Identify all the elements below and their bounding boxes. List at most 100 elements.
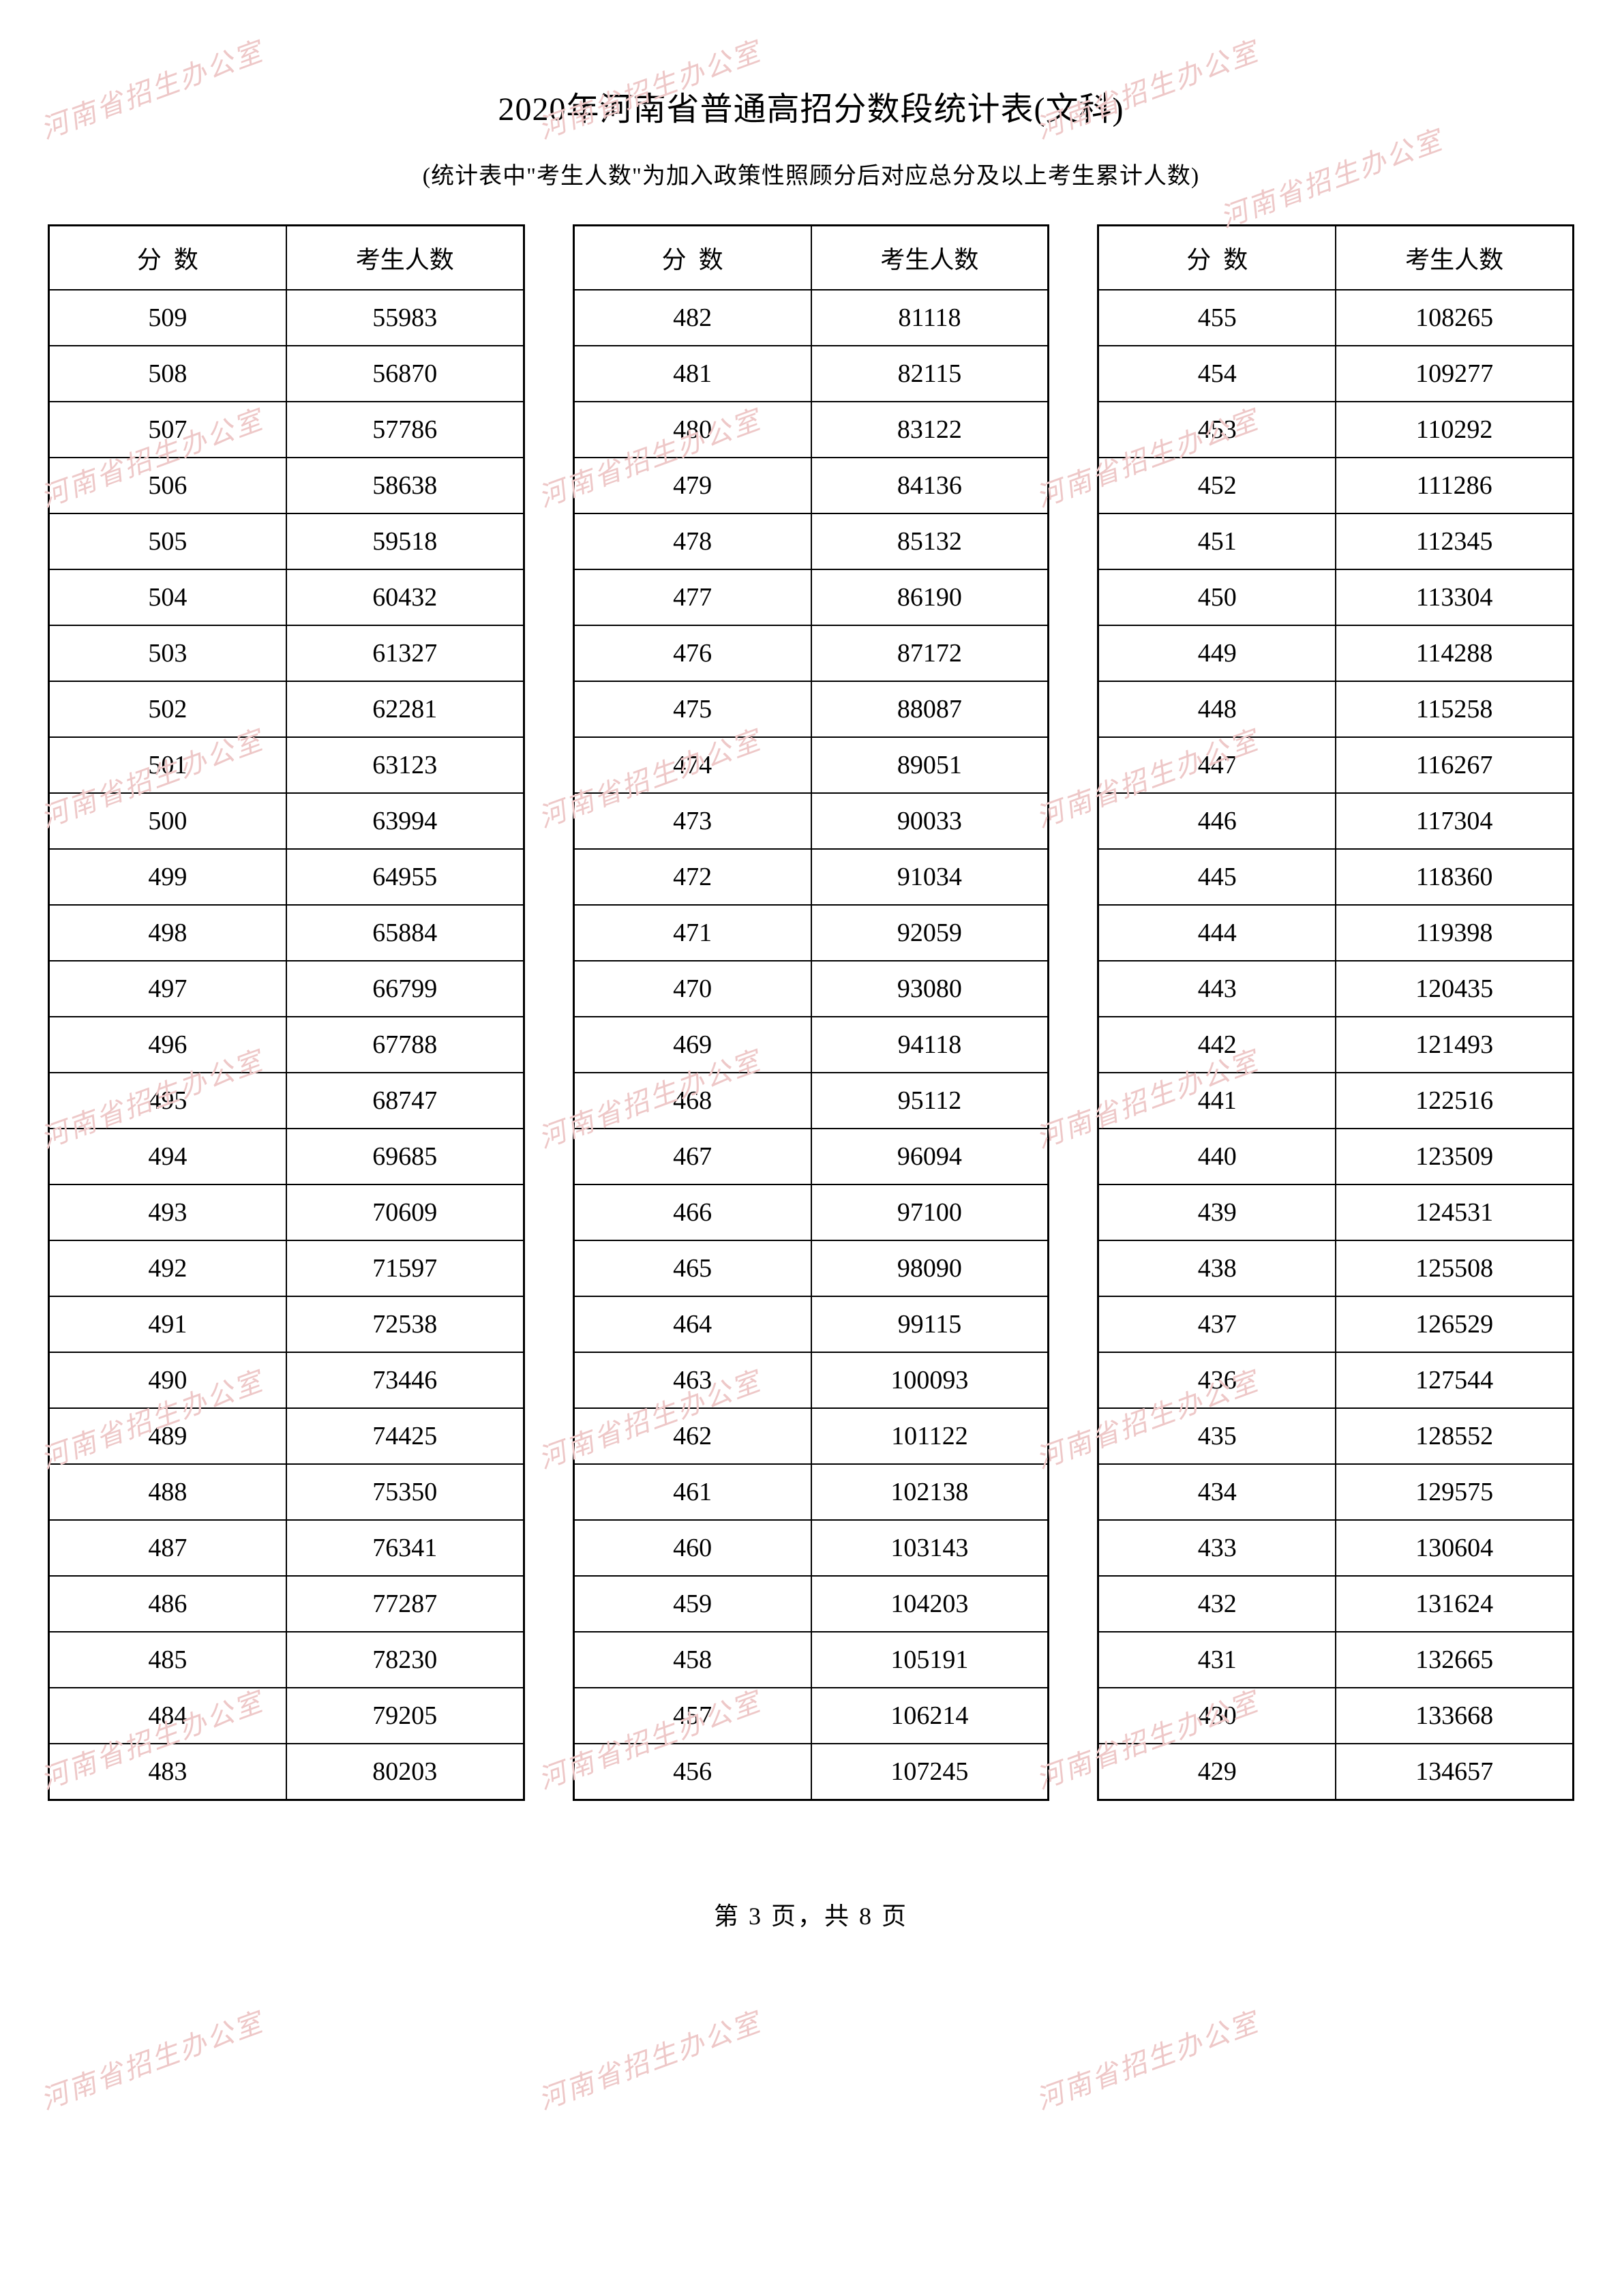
table-row: 48281118: [573, 290, 1049, 346]
table-row: 439124531: [1098, 1184, 1574, 1240]
count-cell: 63994: [286, 793, 524, 849]
score-cell: 445: [1098, 849, 1336, 905]
table-row: 453110292: [1098, 402, 1574, 458]
count-header: 考生人数: [1336, 226, 1573, 290]
table-header-row: 分数 考生人数: [49, 226, 524, 290]
table-row: 50163123: [49, 737, 524, 793]
score-cell: 477: [573, 569, 811, 625]
table-row: 47984136: [573, 458, 1049, 513]
score-cell: 505: [49, 513, 286, 569]
table-row: 437126529: [1098, 1296, 1574, 1352]
table-row: 47786190: [573, 569, 1049, 625]
table-row: 461102138: [573, 1464, 1049, 1520]
count-cell: 118360: [1336, 849, 1573, 905]
count-cell: 81118: [811, 290, 1049, 346]
table-row: 460103143: [573, 1520, 1049, 1576]
count-cell: 64955: [286, 849, 524, 905]
table-row: 47093080: [573, 961, 1049, 1017]
count-cell: 104203: [811, 1576, 1049, 1632]
score-cell: 471: [573, 905, 811, 961]
score-cell: 430: [1098, 1688, 1336, 1744]
table-row: 50658638: [49, 458, 524, 513]
table-row: 434129575: [1098, 1464, 1574, 1520]
count-cell: 61327: [286, 625, 524, 681]
score-cell: 449: [1098, 625, 1336, 681]
count-cell: 120435: [1336, 961, 1573, 1017]
score-cell: 470: [573, 961, 811, 1017]
score-table-2: 分数 考生人数 48281118481821154808312247984136…: [573, 224, 1050, 1801]
count-cell: 75350: [286, 1464, 524, 1520]
table-row: 433130604: [1098, 1520, 1574, 1576]
score-cell: 473: [573, 793, 811, 849]
table-row: 47687172: [573, 625, 1049, 681]
table-row: 451112345: [1098, 513, 1574, 569]
count-cell: 99115: [811, 1296, 1049, 1352]
score-cell: 474: [573, 737, 811, 793]
table-row: 46895112: [573, 1073, 1049, 1129]
score-cell: 440: [1098, 1129, 1336, 1184]
count-cell: 115258: [1336, 681, 1573, 737]
score-cell: 444: [1098, 905, 1336, 961]
table-row: 430133668: [1098, 1688, 1574, 1744]
table-row: 48380203: [49, 1744, 524, 1800]
table-row: 48083122: [573, 402, 1049, 458]
score-cell: 490: [49, 1352, 286, 1408]
count-cell: 68747: [286, 1073, 524, 1129]
count-cell: 82115: [811, 346, 1049, 402]
table-row: 46994118: [573, 1017, 1049, 1073]
score-cell: 509: [49, 290, 286, 346]
table-row: 438125508: [1098, 1240, 1574, 1296]
table-row: 457106214: [573, 1688, 1049, 1744]
score-cell: 504: [49, 569, 286, 625]
count-cell: 80203: [286, 1744, 524, 1800]
score-cell: 433: [1098, 1520, 1336, 1576]
count-cell: 110292: [1336, 402, 1573, 458]
count-cell: 87172: [811, 625, 1049, 681]
score-cell: 492: [49, 1240, 286, 1296]
table-row: 450113304: [1098, 569, 1574, 625]
count-cell: 79205: [286, 1688, 524, 1744]
count-cell: 123509: [1336, 1129, 1573, 1184]
count-cell: 126529: [1336, 1296, 1573, 1352]
count-cell: 74425: [286, 1408, 524, 1464]
count-cell: 130604: [1336, 1520, 1573, 1576]
count-cell: 128552: [1336, 1408, 1573, 1464]
table-row: 458105191: [573, 1632, 1049, 1688]
score-cell: 485: [49, 1632, 286, 1688]
score-cell: 435: [1098, 1408, 1336, 1464]
score-cell: 497: [49, 961, 286, 1017]
count-cell: 125508: [1336, 1240, 1573, 1296]
table-row: 47489051: [573, 737, 1049, 793]
table-header-row: 分数 考生人数: [573, 226, 1049, 290]
count-cell: 77287: [286, 1576, 524, 1632]
count-cell: 119398: [1336, 905, 1573, 961]
score-cell: 472: [573, 849, 811, 905]
count-cell: 132665: [1336, 1632, 1573, 1688]
score-cell: 437: [1098, 1296, 1336, 1352]
score-cell: 483: [49, 1744, 286, 1800]
score-cell: 475: [573, 681, 811, 737]
table-row: 447116267: [1098, 737, 1574, 793]
table-row: 50262281: [49, 681, 524, 737]
score-cell: 467: [573, 1129, 811, 1184]
count-cell: 89051: [811, 737, 1049, 793]
score-cell: 478: [573, 513, 811, 569]
table-row: 459104203: [573, 1576, 1049, 1632]
score-cell: 460: [573, 1520, 811, 1576]
score-cell: 498: [49, 905, 286, 961]
table-row: 440123509: [1098, 1129, 1574, 1184]
table-row: 48479205: [49, 1688, 524, 1744]
table-row: 49073446: [49, 1352, 524, 1408]
count-cell: 84136: [811, 458, 1049, 513]
count-cell: 72538: [286, 1296, 524, 1352]
score-cell: 468: [573, 1073, 811, 1129]
score-cell: 442: [1098, 1017, 1336, 1073]
score-cell: 434: [1098, 1464, 1336, 1520]
score-cell: 469: [573, 1017, 811, 1073]
count-cell: 131624: [1336, 1576, 1573, 1632]
count-cell: 62281: [286, 681, 524, 737]
score-cell: 443: [1098, 961, 1336, 1017]
count-cell: 86190: [811, 569, 1049, 625]
table-row: 49766799: [49, 961, 524, 1017]
count-cell: 127544: [1336, 1352, 1573, 1408]
